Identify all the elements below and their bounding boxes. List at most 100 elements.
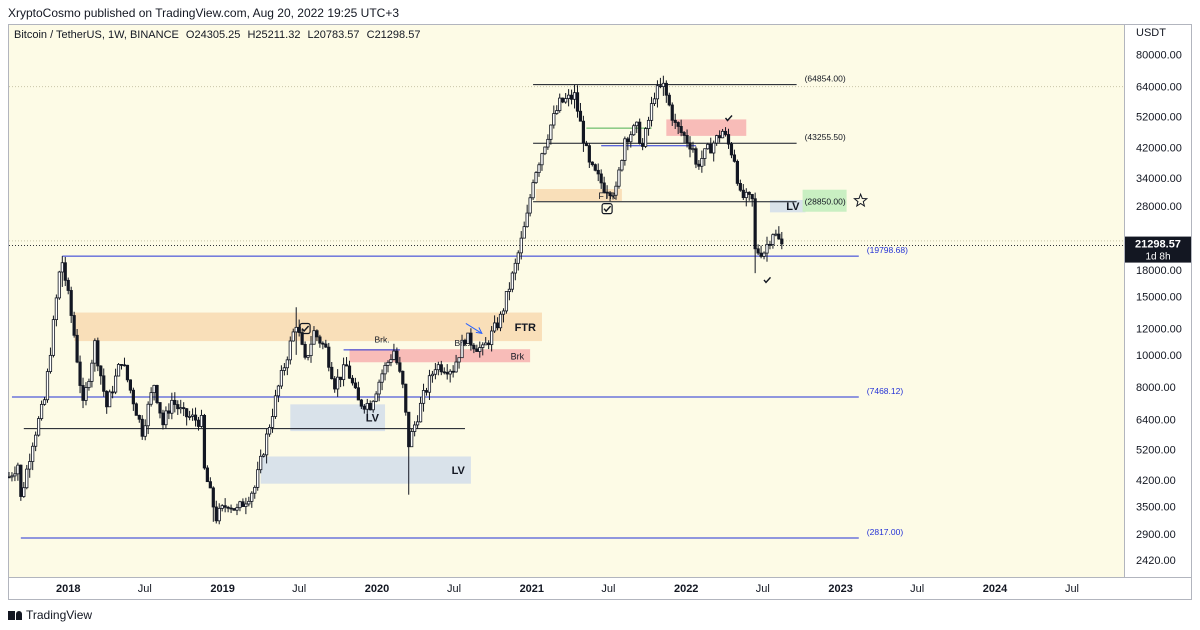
- candle-body: [265, 433, 269, 456]
- candle-body: [235, 507, 239, 511]
- candle-body: [193, 414, 198, 421]
- candle-body: [706, 143, 710, 150]
- candle-body: [768, 243, 772, 246]
- level-2817-label: (2817.00): [867, 527, 904, 537]
- candle-body: [587, 145, 591, 163]
- tradingview-icon: [8, 609, 22, 621]
- level-7468-label: (7468.12): [867, 386, 904, 396]
- candle-body: [241, 501, 245, 507]
- candle-body: [712, 142, 716, 154]
- price-axis[interactable]: USDT 80000.00 64000.00 52000.00 42000.00 340…: [1136, 27, 1182, 567]
- low-value: 20783.57: [314, 29, 360, 41]
- candle-body: [146, 403, 150, 427]
- candle-body: [664, 82, 668, 96]
- candle-body: [318, 336, 322, 344]
- lv-zone-2019b-label: LV: [452, 465, 466, 477]
- time-axis[interactable]: 2018 Jul 2019 Jul 2020 Jul 2021 Jul 2022 Jul 2023 J…: [56, 583, 1079, 595]
- brk-label-1: Brk.: [375, 334, 390, 344]
- candle-body: [638, 121, 642, 144]
- candle-body: [84, 387, 88, 401]
- candle-body: [469, 332, 473, 346]
- candle-body: [608, 192, 612, 197]
- candle-body: [759, 252, 763, 257]
- candle-body: [564, 98, 568, 103]
- candle-body: [161, 412, 165, 426]
- candle-body: [60, 262, 64, 273]
- candle-body: [534, 172, 538, 184]
- candle-body: [552, 113, 556, 126]
- candle-body: [306, 355, 310, 358]
- symbol-legend[interactable]: Bitcoin / TetherUS, 1W, BINANCE O24305.2…: [14, 29, 420, 41]
- candle-body: [558, 97, 562, 111]
- candle-body: [377, 381, 381, 395]
- candle-body: [617, 169, 621, 187]
- candle-body: [247, 500, 251, 505]
- candle-body: [25, 468, 29, 489]
- candle-body: [584, 142, 588, 147]
- tradingview-logo[interactable]: TradingView: [8, 608, 92, 622]
- chart-frame: [8, 24, 1192, 600]
- check-box-2021-box: [601, 203, 613, 215]
- candle-body: [602, 182, 606, 193]
- price-tick-label: 4200.00: [1136, 475, 1176, 487]
- candle-body: [643, 128, 648, 147]
- high-value: 25211.32: [255, 29, 300, 41]
- time-tick-label: 2021: [520, 583, 544, 595]
- candle-body: [655, 85, 660, 100]
- candle-body: [182, 407, 186, 410]
- publisher-line: XryptoCosmo published on TradingView.com…: [8, 6, 400, 20]
- candle-body: [190, 414, 195, 417]
- candle-body: [63, 262, 67, 281]
- candle-body: [273, 395, 278, 417]
- candle-body: [282, 367, 286, 371]
- candle-body: [646, 119, 651, 129]
- candle-body: [590, 161, 594, 166]
- time-tick-label: Jul: [756, 583, 770, 595]
- ftr-zone-2019-label: FTR: [515, 322, 536, 334]
- candle-body: [605, 191, 609, 194]
- symbol-name: Bitcoin / TetherUS, 1W, BINANCE: [14, 29, 179, 41]
- arrow-icon: [465, 322, 483, 334]
- close-label: C: [367, 29, 375, 41]
- candle-body: [442, 371, 446, 374]
- time-tick-label: Jul: [910, 583, 924, 595]
- lv-zone-2022: [769, 199, 806, 213]
- candle-body: [756, 248, 760, 254]
- candle-body: [122, 364, 127, 367]
- candle-body: [90, 362, 94, 382]
- candle-body: [10, 475, 14, 478]
- tradingview-wordmark: TradingView: [26, 608, 93, 622]
- candle-body: [676, 122, 680, 127]
- candle-body: [658, 85, 663, 88]
- candle-body: [152, 384, 156, 394]
- candle-body: [333, 378, 337, 390]
- candle-body: [128, 379, 132, 391]
- time-tick-label: 2018: [56, 583, 80, 595]
- candle-body: [226, 506, 230, 509]
- candle-body: [525, 212, 529, 228]
- candle-body: [158, 402, 162, 414]
- candle-body: [401, 370, 405, 385]
- candle-body: [670, 104, 674, 121]
- candle-body: [510, 272, 514, 290]
- candle-body: [652, 98, 657, 105]
- check-mark-2022-top-check-icon: [724, 115, 733, 122]
- close-value: 21298.57: [375, 29, 421, 41]
- candle-body: [347, 365, 352, 379]
- candle-body: [484, 342, 488, 346]
- price-tick-label: 6400.00: [1136, 414, 1176, 426]
- candle-body: [413, 424, 417, 432]
- candle-body: [371, 400, 375, 411]
- candle-body: [324, 343, 328, 348]
- candle-body: [688, 142, 692, 150]
- candle-body: [599, 173, 603, 184]
- brk-label-2: Brk.: [454, 338, 469, 348]
- star-icon: [853, 192, 869, 208]
- candle-body: [66, 279, 70, 291]
- candle-body: [537, 164, 541, 173]
- time-tick-label: 2023: [828, 583, 852, 595]
- level-28850-box: [802, 189, 847, 212]
- low-label: L: [308, 29, 314, 41]
- candle-body: [199, 414, 204, 427]
